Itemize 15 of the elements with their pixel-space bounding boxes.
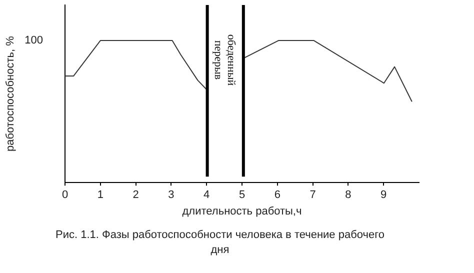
text: Рис. 1.1. Фазы работоспособности человека в течение рабочего дня	[54, 228, 386, 258]
x-tick-label: 7	[310, 189, 316, 202]
x-tick-label: 5	[238, 189, 246, 202]
x-tick-label: 0	[62, 189, 68, 202]
x-tick-label: 2	[132, 189, 139, 202]
text: 100	[24, 34, 43, 47]
x-tick-label: 3	[168, 189, 174, 202]
y-axis-title: работоспособность, %	[4, 36, 17, 152]
x-tick-label: 4	[204, 189, 210, 202]
x-tick-label: 1	[97, 189, 104, 202]
x-tick-label: 8	[345, 189, 352, 202]
x-tick-label: 9	[380, 189, 387, 202]
x-tick-label: 6	[274, 189, 280, 202]
ref-line-label: обеденный перерыв	[212, 34, 237, 86]
x-axis-title: длительность работы,ч	[182, 205, 302, 218]
